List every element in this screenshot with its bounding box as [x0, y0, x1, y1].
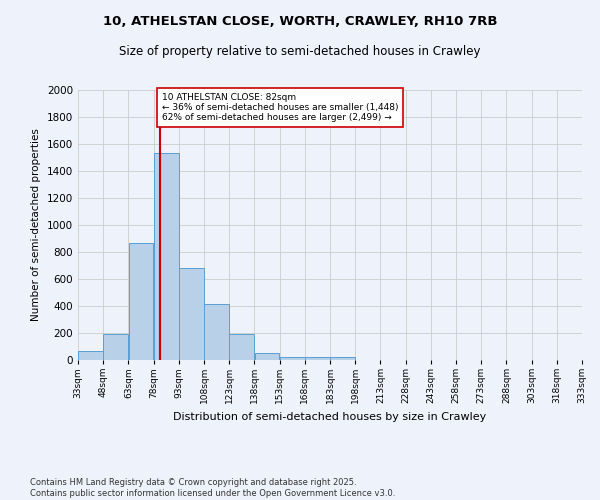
X-axis label: Distribution of semi-detached houses by size in Crawley: Distribution of semi-detached houses by …: [173, 412, 487, 422]
Text: Size of property relative to semi-detached houses in Crawley: Size of property relative to semi-detach…: [119, 45, 481, 58]
Bar: [229, 334, 254, 360]
Bar: [254, 352, 280, 360]
Text: Contains HM Land Registry data © Crown copyright and database right 2025.
Contai: Contains HM Land Registry data © Crown c…: [30, 478, 395, 498]
Bar: [103, 334, 128, 360]
Bar: [280, 356, 305, 360]
Bar: [154, 154, 179, 360]
Y-axis label: Number of semi-detached properties: Number of semi-detached properties: [31, 128, 41, 322]
Bar: [305, 358, 330, 360]
Bar: [128, 242, 154, 360]
Text: 10 ATHELSTAN CLOSE: 82sqm
← 36% of semi-detached houses are smaller (1,448)
62% : 10 ATHELSTAN CLOSE: 82sqm ← 36% of semi-…: [162, 92, 398, 122]
Text: 10, ATHELSTAN CLOSE, WORTH, CRAWLEY, RH10 7RB: 10, ATHELSTAN CLOSE, WORTH, CRAWLEY, RH1…: [103, 15, 497, 28]
Bar: [78, 351, 103, 360]
Bar: [204, 304, 229, 360]
Bar: [330, 358, 355, 360]
Bar: [179, 268, 204, 360]
